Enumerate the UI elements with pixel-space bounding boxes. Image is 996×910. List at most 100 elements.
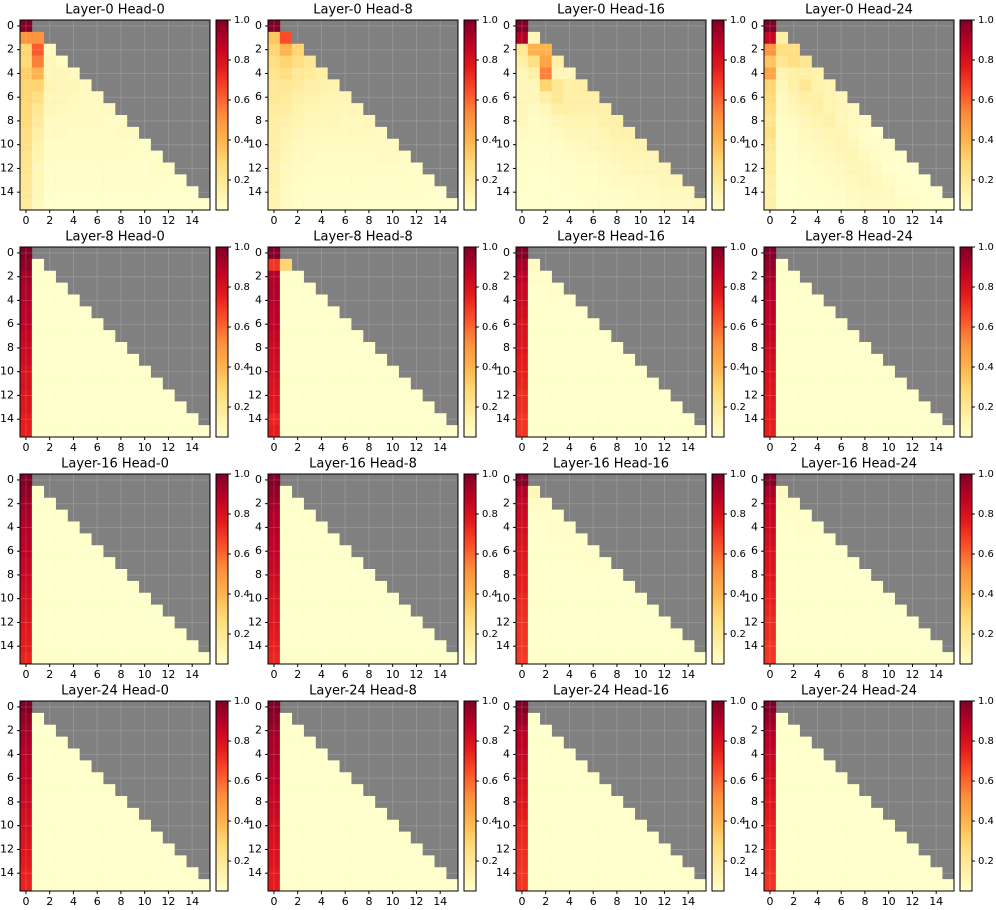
colorbar [215, 700, 229, 892]
heatmap-cell [599, 557, 612, 570]
colorbar-tick-label: 1.0 [482, 15, 498, 26]
heatmap-cell [303, 389, 316, 402]
heatmap-cell [527, 640, 541, 653]
colorbar-tick-label: 0.4 [730, 816, 746, 827]
heatmap-cell [291, 174, 304, 187]
y-tick-label: 8 [751, 114, 758, 127]
x-tick-label: 6 [94, 214, 101, 227]
y-tick-label: 2 [7, 43, 14, 56]
y-tick-label: 8 [751, 795, 758, 808]
heatmap-cell [787, 497, 800, 510]
heatmap-cell [823, 819, 836, 832]
chart-title: Layer-8 Head-8 [313, 230, 412, 245]
x-tick-label: 14 [681, 895, 695, 908]
heatmap-cell [351, 150, 364, 163]
heatmap-cell [279, 282, 293, 295]
heatmap-cell [198, 652, 211, 665]
heatmap-cell [268, 796, 281, 809]
heatmap-cell [575, 652, 588, 665]
heatmap-cell [303, 855, 316, 868]
heatmap-cell [575, 186, 588, 199]
heatmap-cell [43, 557, 56, 570]
x-tick-label: 8 [365, 214, 372, 227]
heatmap-cell [622, 831, 636, 844]
heatmap-cell [43, 843, 56, 856]
heatmap-cell [268, 867, 281, 880]
heatmap-cell [847, 377, 860, 390]
heatmap-cell [823, 807, 836, 821]
heatmap-cell [882, 652, 895, 665]
heatmap-cell [79, 616, 92, 629]
y-tick-label: 14 [496, 866, 510, 879]
heatmap-cell [67, 819, 80, 832]
x-tick-label: 2 [542, 895, 549, 908]
heatmap-cell [386, 425, 399, 438]
heatmap-cell [859, 628, 872, 641]
heatmap-cell [799, 318, 812, 331]
heatmap-cell [67, 879, 80, 892]
heatmap-cell [539, 67, 552, 80]
heatmap-cell [339, 616, 352, 629]
heatmap-cell [811, 772, 824, 785]
heatmap-cell [775, 831, 789, 844]
heatmap-cell [386, 819, 399, 832]
heatmap-cell [539, 521, 552, 534]
heatmap-cell [410, 425, 423, 438]
heatmap-cell [527, 616, 541, 629]
heatmap-cell [67, 604, 80, 617]
heatmap-cell [787, 91, 800, 104]
heatmap-cell [882, 616, 895, 629]
heatmap-cell [563, 580, 576, 594]
heatmap-cell [55, 831, 68, 844]
colorbar-tick-label: 1.0 [482, 469, 498, 480]
heatmap-cell [787, 198, 800, 211]
heatmap-cell [823, 533, 836, 546]
y-tick-label: 2 [503, 497, 510, 510]
heatmap-cell [374, 831, 388, 844]
heatmap-cell [327, 150, 340, 163]
heatmap-cell [527, 79, 541, 92]
heatmap-cell [551, 819, 564, 832]
heatmap-cell [327, 401, 340, 414]
heatmap-cell [575, 126, 588, 140]
heatmap-cell [551, 353, 564, 367]
x-tick-label: 12 [657, 441, 671, 454]
heatmap-cell [823, 318, 836, 331]
heatmap-cell [138, 604, 151, 617]
heatmap-cell [91, 569, 104, 582]
heatmap-cell [775, 43, 789, 56]
heatmap-cell [43, 736, 56, 749]
heatmap-cell [315, 342, 328, 355]
heatmap-cell [162, 628, 175, 641]
heatmap-cell [622, 401, 636, 414]
heatmap-cell [398, 174, 411, 187]
heatmap-cell [516, 174, 529, 187]
heatmap-cell [115, 855, 128, 868]
heatmap-cell [422, 855, 435, 868]
heatmap-cell [279, 616, 293, 629]
heatmap-cell [115, 425, 128, 438]
heatmap-cell [918, 401, 931, 414]
heatmap-cell [91, 843, 104, 856]
y-tick-label: 12 [744, 842, 758, 855]
heatmap-cell [31, 545, 45, 558]
heatmap-cell [764, 150, 777, 163]
heatmap-cell [611, 115, 624, 128]
heatmap-cell [279, 270, 293, 283]
heatmap-cell [823, 843, 836, 856]
y-tick-label: 2 [503, 270, 510, 283]
heatmap-cell [611, 198, 624, 211]
heatmap-cell [279, 724, 293, 737]
heatmap-cell [563, 879, 576, 892]
y-tick-label: 10 [248, 138, 262, 151]
heatmap-cell [847, 867, 860, 880]
heatmap-cell [539, 43, 552, 56]
heatmap-cell [587, 784, 600, 797]
heatmap-cell [279, 115, 293, 128]
colorbar-tick-label: 0.8 [234, 282, 250, 293]
heatmap-cell [20, 31, 33, 45]
heatmap-cell [115, 831, 128, 844]
heatmap-cell [20, 126, 33, 140]
x-tick-label: 14 [681, 668, 695, 681]
heatmap-cell [279, 294, 293, 307]
